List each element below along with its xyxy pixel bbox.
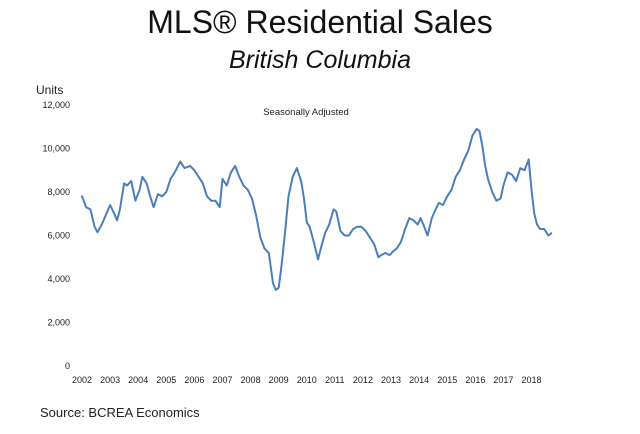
x-tick-label: 2016 xyxy=(465,375,485,385)
x-tick-label: 2004 xyxy=(128,375,148,385)
x-tick-label: 2013 xyxy=(381,375,401,385)
x-tick-label: 2005 xyxy=(156,375,176,385)
y-tick-label: 4,000 xyxy=(47,274,70,284)
y-tick-label: 10,000 xyxy=(42,144,70,154)
y-tick-label: 2,000 xyxy=(47,318,70,328)
x-tick-label: 2008 xyxy=(241,375,261,385)
x-tick-label: 2006 xyxy=(184,375,204,385)
x-tick-label: 2007 xyxy=(212,375,232,385)
x-tick-label: 2012 xyxy=(353,375,373,385)
chart-title: MLS® Residential Sales xyxy=(147,4,493,40)
series-line xyxy=(81,127,553,291)
line-chart: Units Seasonally Adjusted 0 2,000 4,000 6,0… xyxy=(36,83,553,385)
y-tick-label: 12,000 xyxy=(42,100,70,110)
x-tick-label: 2015 xyxy=(437,375,457,385)
x-tick-label: 2002 xyxy=(72,375,92,385)
chart-annotation: Seasonally Adjusted xyxy=(263,107,349,118)
x-tick-label: 2011 xyxy=(325,375,344,385)
x-tick-label: 2009 xyxy=(269,375,289,385)
x-tick-label: 2014 xyxy=(409,375,429,385)
x-tick-label: 2010 xyxy=(297,375,317,385)
chart-subtitle: British Columbia xyxy=(228,46,411,74)
y-tick-label: 6,000 xyxy=(47,231,70,241)
y-tick-label: 8,000 xyxy=(47,187,70,197)
x-tick-label: 2003 xyxy=(100,375,120,385)
x-tick-label: 2017 xyxy=(493,375,513,385)
y-tick-label: 0 xyxy=(65,361,70,371)
source-note: Source: BCREA Economics xyxy=(40,405,200,420)
y-axis-label: Units xyxy=(36,83,63,97)
x-tick-label: 2018 xyxy=(522,375,542,385)
